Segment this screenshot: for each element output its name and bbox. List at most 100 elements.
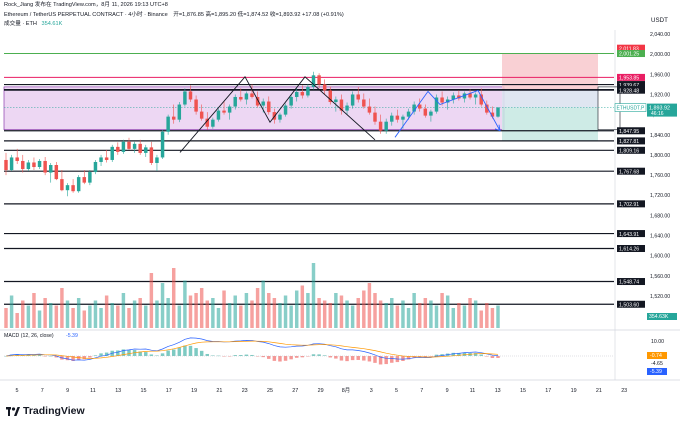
volume-bar (171, 268, 176, 328)
volume-bar (99, 308, 103, 328)
macd-histogram-bar (32, 355, 36, 356)
x-tick-label: 15 (520, 388, 526, 394)
macd-histogram-bar (373, 356, 377, 363)
candle-body (434, 97, 439, 112)
signal-value-tag-bg (647, 368, 667, 375)
candle-body (65, 185, 70, 191)
volume-bar (468, 298, 472, 328)
volume-bar (417, 303, 422, 328)
candle (417, 98, 422, 112)
candle-body (412, 104, 416, 112)
volume-bar (26, 305, 31, 328)
candle (440, 91, 444, 106)
macd-histogram-bar (267, 356, 271, 359)
candle (473, 92, 478, 105)
volume-bar (250, 300, 254, 328)
macd-histogram-bar (339, 356, 344, 361)
y-tick-label: 2,040.00 (650, 32, 670, 38)
symbol-tag-bg (614, 103, 647, 112)
x-tick-label: 21 (596, 388, 602, 394)
macd-histogram-bar (155, 355, 159, 356)
candle-body (104, 157, 109, 160)
level-tag-bg (617, 146, 645, 154)
macd-histogram-bar (317, 354, 321, 356)
candle (54, 161, 59, 181)
candle-body (401, 116, 405, 120)
volume-bar (306, 293, 310, 328)
projected-zigzag (394, 89, 501, 138)
signal-value-text: -5.39 (650, 369, 662, 375)
candle-body (205, 118, 210, 127)
tradingview-icon (6, 406, 20, 416)
macd-histogram-bar (417, 356, 422, 357)
y-tick-label: 1,640.00 (650, 234, 670, 240)
candle-body (93, 161, 98, 173)
candle-body (99, 157, 103, 162)
candle (267, 96, 271, 115)
y-tick-label: 1,840.00 (650, 133, 670, 139)
macd-histogram-bar (9, 354, 14, 356)
candle-body (171, 116, 176, 120)
macd-histogram-bar (440, 354, 444, 356)
volume-bar (149, 273, 154, 328)
price-tag-bg (647, 103, 677, 117)
x-tick-label: 23 (621, 388, 627, 394)
candle-body (121, 141, 126, 152)
volume-bar (104, 295, 109, 328)
volume-bar (473, 300, 478, 328)
volume-bar (451, 308, 456, 328)
volume-bar (244, 293, 249, 328)
volume-bar (21, 300, 25, 328)
volume-bar (211, 298, 215, 328)
volume-bar (378, 300, 383, 328)
candle (93, 159, 98, 175)
macd-histogram-bar (473, 353, 478, 356)
candle (395, 109, 400, 123)
tradingview-wordmark: TradingView (23, 405, 85, 417)
candle (199, 104, 204, 121)
candle (311, 71, 316, 90)
candle-body (4, 159, 8, 171)
candle (222, 101, 226, 115)
volume-bar (138, 298, 142, 328)
x-tick-label: 19 (191, 388, 197, 394)
volume-bar (227, 303, 232, 328)
macd-histogram-bar (149, 354, 154, 356)
volume-bar (222, 290, 226, 328)
candle (434, 94, 439, 114)
candle (239, 88, 243, 102)
volume-bar (429, 300, 433, 328)
candle-body (160, 131, 165, 158)
level-tag-text: 1,939.67 (619, 83, 639, 89)
candle (479, 88, 483, 107)
volume-bar (121, 293, 126, 328)
candle-body (473, 94, 478, 98)
entry-zone (502, 89, 598, 108)
candle (468, 89, 472, 100)
candle (21, 154, 25, 173)
candle (60, 170, 64, 192)
macd-histogram-bar (183, 345, 187, 356)
candle-body (71, 185, 75, 192)
symbol-tag: ETHUSDT.P (614, 103, 647, 112)
price-tag-value: 1,893.92 (649, 105, 670, 111)
tradingview-logo[interactable]: TradingView (6, 405, 85, 417)
candle-body (250, 93, 254, 97)
level-tag: 1,953.85 (617, 73, 645, 82)
volume-bar (345, 300, 349, 328)
candle-body (311, 75, 316, 87)
candle (155, 154, 159, 172)
candle (48, 162, 53, 183)
volume-bar (144, 305, 148, 328)
macd-line (5, 337, 499, 361)
volume-layer (4, 263, 500, 328)
volume-bar (216, 308, 221, 328)
candle-body (300, 91, 305, 96)
candle (306, 84, 310, 98)
candle-body (222, 110, 226, 113)
volume-bar (132, 300, 137, 328)
level-tag-bg (617, 300, 645, 308)
x-tick-label: 21 (216, 388, 222, 394)
candle (390, 112, 394, 126)
